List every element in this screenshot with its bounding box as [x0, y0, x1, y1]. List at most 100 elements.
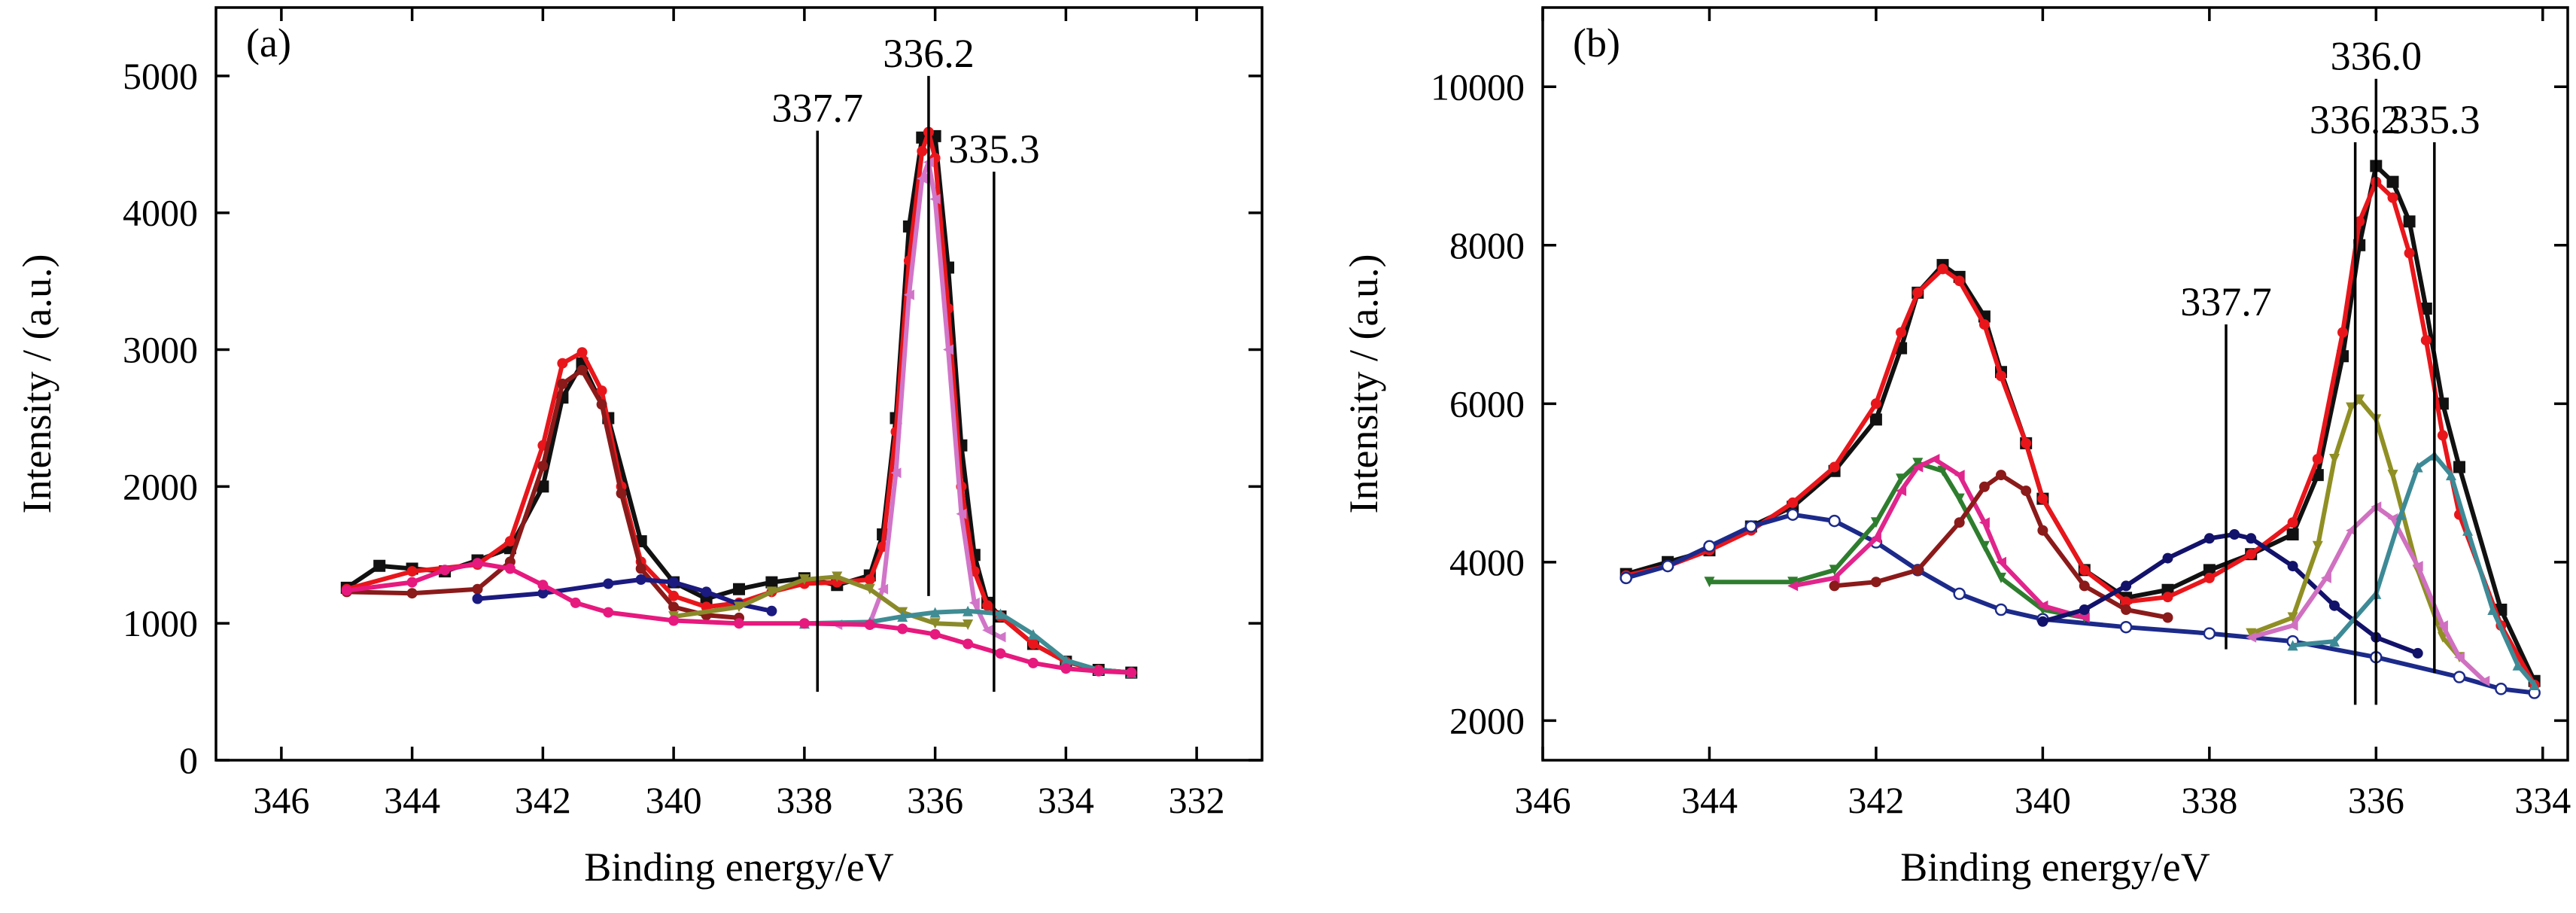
- data-point-4-3: [1896, 485, 1907, 497]
- series-component-3: [1704, 458, 2090, 623]
- data-point-6-3: [929, 607, 941, 618]
- data-point-1-28: [1027, 638, 1039, 650]
- data-point-2-4: [1786, 508, 1799, 521]
- data-point-4-0: [1787, 580, 1799, 592]
- data-point-4-7: [1978, 517, 1990, 528]
- data-point-0-26: [2403, 215, 2416, 228]
- data-point-3-9: [956, 508, 967, 519]
- data-point-6-6: [2246, 533, 2257, 544]
- data-point-1-27: [2420, 335, 2432, 346]
- data-point-4-10: [2079, 612, 2090, 623]
- data-point-9-1: [2329, 636, 2340, 647]
- x-tick-label-0: 346: [253, 779, 309, 821]
- data-point-4-9: [2037, 600, 2048, 611]
- data-point-3-7: [1954, 493, 1965, 504]
- data-point-1-14: [2037, 493, 2048, 504]
- series-experimental-0: [340, 129, 1138, 679]
- data-point-7-15: [995, 648, 1006, 659]
- data-point-3-2: [1829, 565, 1840, 576]
- data-point-7-3: [472, 558, 483, 569]
- data-point-3-3: [1870, 517, 1881, 528]
- data-point-4-2: [603, 578, 614, 589]
- data-point-6-2: [2121, 580, 2132, 592]
- data-point-1-25: [2387, 192, 2398, 203]
- data-point-5-0: [1829, 580, 1840, 592]
- data-point-7-8: [668, 615, 680, 626]
- data-point-7-6: [570, 597, 581, 608]
- plot-area: [340, 126, 1138, 679]
- data-point-7-7: [2387, 470, 2398, 481]
- data-point-3-7: [929, 193, 941, 205]
- data-point-1-7: [596, 385, 607, 397]
- data-point-1-26: [982, 600, 993, 611]
- data-point-1-10: [1954, 275, 1965, 287]
- data-point-5-2: [1912, 565, 1924, 576]
- data-point-8-0: [2246, 631, 2257, 643]
- data-point-1-16: [864, 574, 875, 585]
- data-point-3-4: [1896, 473, 1907, 485]
- data-point-2-7: [596, 399, 607, 410]
- data-point-9-4: [2412, 461, 2423, 473]
- data-point-1-15: [2079, 565, 2090, 576]
- data-point-3-10: [969, 597, 980, 608]
- data-point-0-29: [2453, 461, 2465, 473]
- data-point-3-12: [995, 631, 1006, 643]
- data-point-0-25: [2386, 175, 2399, 188]
- data-point-8-1: [2287, 620, 2298, 631]
- data-point-6-5: [2229, 529, 2240, 540]
- data-point-0-27: [2419, 303, 2432, 315]
- data-point-6-4: [963, 605, 974, 616]
- data-point-1-7: [1896, 327, 1907, 338]
- data-point-5-4: [832, 571, 843, 583]
- series-line-8: [2250, 504, 2486, 683]
- data-point-1-16: [2121, 596, 2132, 607]
- series-component-5: [1829, 470, 2173, 623]
- data-point-7-3: [2329, 454, 2340, 464]
- data-point-5-10: [2162, 612, 2173, 623]
- data-point-7-10: [798, 618, 810, 629]
- data-point-0-1: [373, 559, 386, 572]
- x-tick-label-2: 342: [1848, 779, 1904, 821]
- data-point-5-3: [1954, 517, 1965, 528]
- data-point-6-10: [2412, 647, 2423, 659]
- data-point-1-19: [2246, 549, 2257, 560]
- data-point-1-28: [2437, 430, 2448, 441]
- series-line-4: [1792, 457, 2085, 620]
- series-line-6: [804, 608, 1132, 675]
- data-point-6-0: [2037, 616, 2048, 627]
- data-point-2-4: [537, 461, 549, 472]
- y-tick-label-0: 2000: [1449, 699, 1525, 741]
- data-point-8-8: [2454, 652, 2465, 663]
- data-point-7-18: [1093, 665, 1104, 677]
- data-point-8-6: [2412, 561, 2423, 572]
- data-point-4-7: [766, 605, 777, 616]
- data-point-1-11: [1978, 319, 1990, 330]
- data-point-1-23: [2354, 216, 2365, 227]
- y-tick-label-1: 1000: [123, 602, 198, 644]
- data-point-3-4: [903, 289, 914, 300]
- data-point-9-7: [2462, 525, 2474, 536]
- data-point-7-19: [1126, 667, 1137, 678]
- data-point-4-1: [1829, 572, 1840, 583]
- panel-a: 337.7 336.2 335.3 346 344 342 340 338 336 334 332 0…: [14, 6, 1264, 890]
- data-point-1-3: [504, 536, 516, 547]
- data-point-9-6: [2446, 470, 2456, 481]
- series-component-7: [2246, 394, 2465, 663]
- data-point-4-6: [1954, 470, 1965, 481]
- series-component-2: [341, 364, 744, 623]
- peak-label-0: 337.7: [772, 86, 864, 131]
- data-point-2-11: [2119, 620, 2133, 634]
- data-point-4-4: [668, 577, 680, 588]
- data-point-3-5: [917, 173, 928, 184]
- data-point-9-0: [2287, 640, 2298, 651]
- data-point-8-9: [2479, 675, 2490, 686]
- x-tick-label-6: 334: [2514, 779, 2571, 821]
- peak-label-0: 337.7: [2180, 279, 2272, 324]
- peak-label-3: 335.3: [2389, 97, 2480, 142]
- data-point-1-17: [2162, 592, 2173, 603]
- data-point-1-1: [406, 566, 418, 577]
- data-point-8-2: [2320, 572, 2331, 583]
- data-point-5-8: [963, 619, 974, 630]
- peak-label-1: 336.2: [883, 31, 975, 76]
- data-point-1-21: [2312, 454, 2323, 464]
